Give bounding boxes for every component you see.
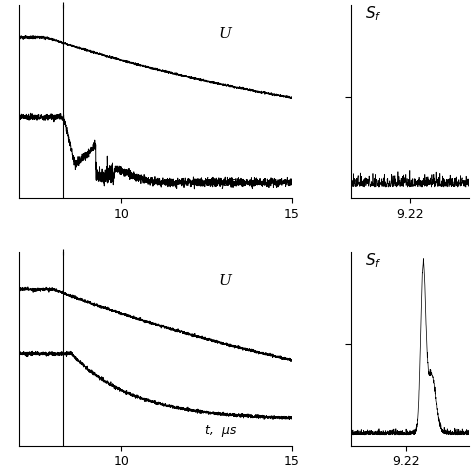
Text: U: U <box>218 274 231 288</box>
Text: $S_f$: $S_f$ <box>365 252 382 271</box>
Text: $S_f$: $S_f$ <box>365 4 382 23</box>
Text: t,  μs: t, μs <box>205 176 236 190</box>
Text: t,  μs: t, μs <box>205 424 236 437</box>
Text: U: U <box>218 27 231 41</box>
